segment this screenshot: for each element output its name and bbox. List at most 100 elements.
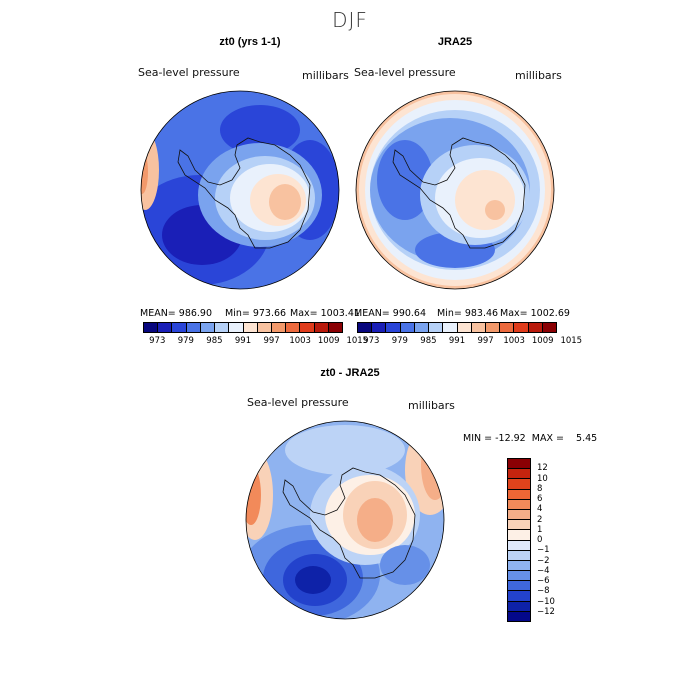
colorbar-swatch [243, 323, 258, 332]
panel2-variable-label: Sea-level pressure [354, 66, 456, 79]
panel1-variable-label: Sea-level pressure [138, 66, 240, 79]
colorbar-swatch [429, 323, 444, 332]
panel1-title: zt0 (yrs 1-1) [219, 36, 281, 48]
panel1-mean: MEAN= 986.90 [140, 308, 213, 319]
colorbar-swatch [144, 323, 159, 332]
panel2-units-label: millibars [515, 69, 562, 82]
colorbar-tick-label: 997 [477, 336, 494, 346]
colorbar-tick-label: 973 [363, 336, 380, 346]
colorbar-swatch [229, 323, 244, 332]
panel2-colorbar-ticks: 973 979 985 991 997 1003 1009 1015 [357, 336, 582, 348]
colorbar-swatch [200, 323, 216, 332]
colorbar-swatch [508, 581, 530, 592]
colorbar-tick-label: 6 [537, 494, 543, 504]
colorbar-swatch [400, 323, 415, 332]
diff-colorbar [507, 458, 531, 622]
colorbar-swatch [414, 323, 430, 332]
colorbar-swatch [186, 323, 201, 332]
colorbar-swatch [508, 540, 530, 551]
figure-title: DJF [332, 8, 368, 32]
colorbar-swatch [508, 489, 530, 500]
colorbar-swatch [542, 323, 557, 332]
panel1-max: Max= 1003.41 [290, 308, 360, 319]
colorbar-tick-label: 979 [391, 336, 408, 346]
colorbar-swatch [300, 323, 315, 332]
colorbar-swatch [508, 560, 530, 572]
panel2-max: Max= 1002.69 [500, 308, 570, 319]
colorbar-tick-label: −6 [537, 576, 550, 586]
colorbar-swatch [215, 323, 230, 332]
colorbar-tick-label: −2 [537, 555, 550, 566]
diff-variable-label: Sea-level pressure [247, 396, 349, 409]
colorbar-tick-label: 973 [149, 336, 166, 346]
colorbar-swatch [508, 550, 530, 561]
colorbar-tick-label: 991 [448, 336, 466, 346]
colorbar-swatch [443, 323, 458, 332]
colorbar-swatch [508, 499, 530, 510]
colorbar-tick-label: 1009 [531, 336, 554, 346]
colorbar-tick-label: 979 [177, 336, 194, 346]
diff-map [245, 420, 445, 620]
colorbar-swatch [158, 323, 173, 332]
colorbar-swatch [508, 591, 530, 602]
colorbar-tick-label: 1003 [503, 336, 525, 346]
colorbar-swatch [528, 323, 543, 332]
colorbar-tick-label: 0 [537, 535, 543, 545]
colorbar-tick-label: 1 [537, 524, 543, 535]
panel2-mean: MEAN= 990.64 [354, 308, 427, 319]
colorbar-tick-label: 8 [537, 483, 543, 494]
colorbar-swatch [508, 479, 530, 490]
colorbar-swatch [485, 323, 501, 332]
colorbar-swatch [286, 323, 301, 332]
panel2-colorbar [357, 322, 557, 333]
colorbar-tick-label: 2 [537, 514, 543, 525]
colorbar-swatch [314, 323, 329, 332]
colorbar-swatch [328, 323, 343, 332]
colorbar-swatch [514, 323, 529, 332]
diff-min-max: MIN = -12.92 MAX = 5.45 [463, 433, 598, 444]
colorbar-tick-label: 991 [234, 336, 252, 346]
panel1-map [140, 90, 340, 290]
colorbar-swatch [271, 323, 287, 332]
colorbar-tick-label: 1003 [289, 336, 311, 346]
colorbar-tick-label: 1015 [560, 336, 583, 346]
diff-units-label: millibars [408, 399, 455, 412]
colorbar-swatch [372, 323, 387, 332]
colorbar-swatch [508, 530, 530, 541]
colorbar-tick-label: −8 [537, 586, 550, 597]
colorbar-swatch [358, 323, 373, 332]
colorbar-swatch [471, 323, 486, 332]
colorbar-swatch [508, 601, 530, 612]
colorbar-tick-label: 985 [206, 336, 223, 346]
colorbar-tick-label: 12 [537, 463, 548, 474]
panel2-min: Min= 983.46 [437, 308, 499, 319]
colorbar-swatch [508, 571, 530, 582]
colorbar-swatch [257, 323, 272, 332]
colorbar-swatch [508, 611, 530, 621]
colorbar-tick-label: 997 [263, 336, 280, 346]
colorbar-swatch [172, 323, 187, 332]
colorbar-tick-label: −1 [537, 545, 550, 556]
colorbar-tick-label: 1015 [346, 336, 369, 346]
colorbar-tick-label: −10 [537, 596, 555, 607]
panel2-map [355, 90, 555, 290]
colorbar-tick-label: 10 [537, 473, 548, 484]
colorbar-swatch [386, 323, 401, 332]
colorbar-swatch [500, 323, 515, 332]
colorbar-tick-label: 985 [420, 336, 437, 346]
colorbar-tick-label: −12 [537, 606, 555, 617]
panel1-min: Min= 973.66 [225, 308, 287, 319]
diff-title: zt0 - JRA25 [320, 367, 380, 379]
colorbar-swatch [508, 469, 530, 480]
colorbar-tick-label: 1009 [317, 336, 340, 346]
diff-colorbar-ticks: 12 10 8 6 4 2 1 0 −1 −2 −4 −6 −8 −10 −12 [537, 458, 577, 622]
colorbar-tick-label: −4 [537, 565, 550, 576]
colorbar-swatch [508, 459, 530, 470]
panel1-units-label: millibars [302, 69, 349, 82]
panel1-colorbar [143, 322, 343, 333]
colorbar-tick-label: 4 [537, 504, 543, 515]
colorbar-swatch [457, 323, 472, 332]
colorbar-swatch [508, 520, 530, 531]
panel1-colorbar-ticks: 973 979 985 991 997 1003 1009 1015 [143, 336, 368, 348]
colorbar-swatch [508, 509, 530, 521]
